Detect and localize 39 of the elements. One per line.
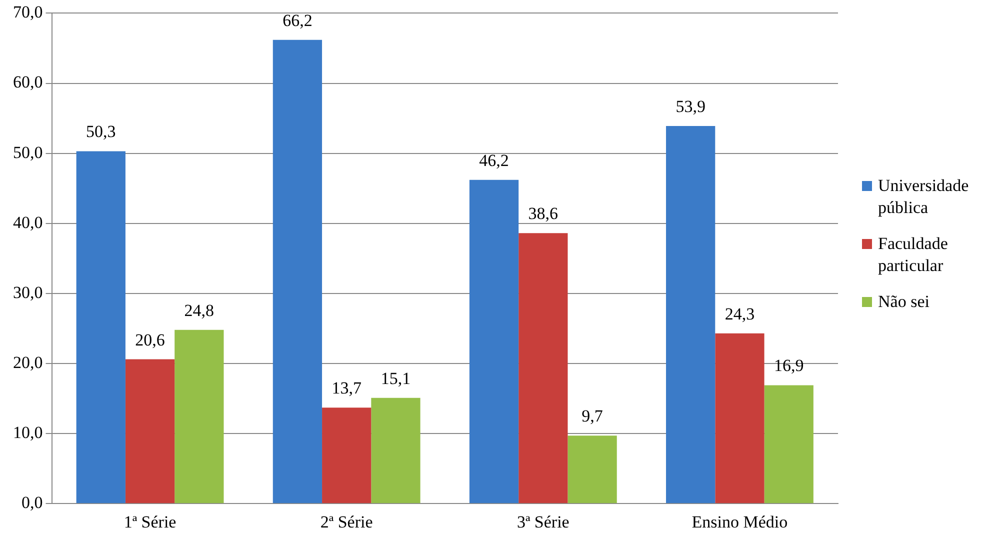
y-tick-label: 70,0 xyxy=(13,2,43,22)
bar xyxy=(764,385,814,504)
data-label: 46,2 xyxy=(479,150,509,170)
bar xyxy=(518,233,568,504)
data-label: 24,3 xyxy=(724,304,755,324)
x-tick-label: 2ª Série xyxy=(320,512,373,532)
bar xyxy=(666,126,716,504)
bar xyxy=(371,398,420,504)
y-tick-label: 30,0 xyxy=(13,282,43,302)
bar xyxy=(469,180,519,504)
data-label: 24,8 xyxy=(184,300,214,320)
x-tick-label: 3ª Série xyxy=(516,512,570,532)
legend-label: Faculdade particular xyxy=(878,233,949,277)
y-tick-label: 10,0 xyxy=(13,423,43,442)
legend-label: Não sei xyxy=(878,291,930,313)
bar xyxy=(76,151,126,504)
bar xyxy=(125,359,175,504)
y-tick-label: 0,0 xyxy=(22,493,43,512)
bar xyxy=(715,333,764,504)
bar xyxy=(322,408,372,504)
x-tick-label: Ensino Médio xyxy=(692,512,788,532)
data-label: 66,2 xyxy=(282,10,312,30)
y-tick-label: 60,0 xyxy=(13,72,43,92)
y-tick-label: 20,0 xyxy=(13,352,43,372)
y-tick-label: 40,0 xyxy=(13,212,43,232)
bar xyxy=(568,436,617,504)
data-label: 16,9 xyxy=(774,356,804,376)
legend-label: Universidade pública xyxy=(878,175,970,219)
data-label: 20,6 xyxy=(135,330,165,350)
data-label: 13,7 xyxy=(332,378,362,398)
x-tick-label: 1ª Série xyxy=(124,512,176,532)
bar xyxy=(272,40,322,504)
data-label: 53,9 xyxy=(676,96,706,116)
data-label: 15,1 xyxy=(380,368,411,388)
bar xyxy=(174,330,224,504)
y-tick-label: 50,0 xyxy=(13,142,43,162)
data-label: 9,7 xyxy=(582,406,604,426)
data-label: 50,3 xyxy=(86,122,116,142)
data-label: 38,6 xyxy=(528,204,558,224)
